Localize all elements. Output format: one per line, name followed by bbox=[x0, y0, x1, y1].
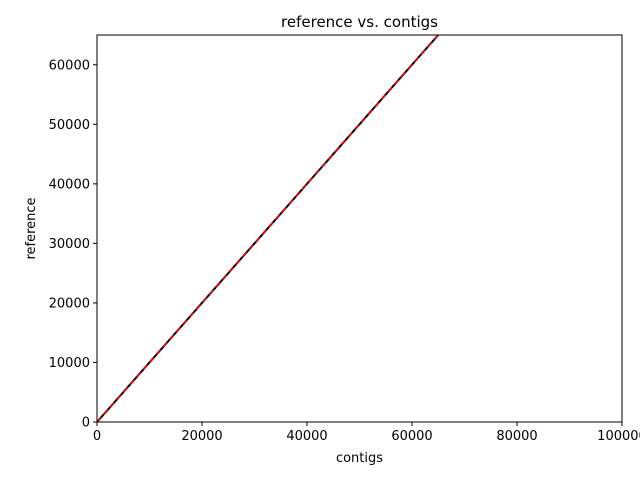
y-tick-label: 60000 bbox=[49, 58, 90, 73]
x-axis-label: contigs bbox=[336, 451, 383, 466]
plot-frame bbox=[96, 34, 623, 423]
x-tick-label: 60000 bbox=[391, 429, 432, 444]
plot-lines bbox=[97, 35, 440, 422]
y-tick-label: 30000 bbox=[49, 237, 90, 252]
x-tick-label: 20000 bbox=[181, 429, 222, 444]
chart-title: reference vs. contigs bbox=[281, 13, 438, 31]
x-tick-label: 0 bbox=[93, 429, 101, 444]
y-tick-label: 40000 bbox=[49, 177, 90, 192]
x-tick-label: 80000 bbox=[496, 429, 537, 444]
y-tick-label: 50000 bbox=[49, 118, 90, 133]
x-tick-label: 40000 bbox=[286, 429, 327, 444]
y-tick-label: 10000 bbox=[49, 356, 90, 371]
y-axis-ticks: 0 10000 20000 30000 40000 50000 60000 bbox=[49, 58, 97, 431]
y-tick-label: 0 bbox=[82, 416, 90, 431]
y-axis-label: reference bbox=[24, 197, 39, 259]
y-tick-label: 20000 bbox=[49, 296, 90, 311]
series-line-1 bbox=[97, 35, 439, 422]
